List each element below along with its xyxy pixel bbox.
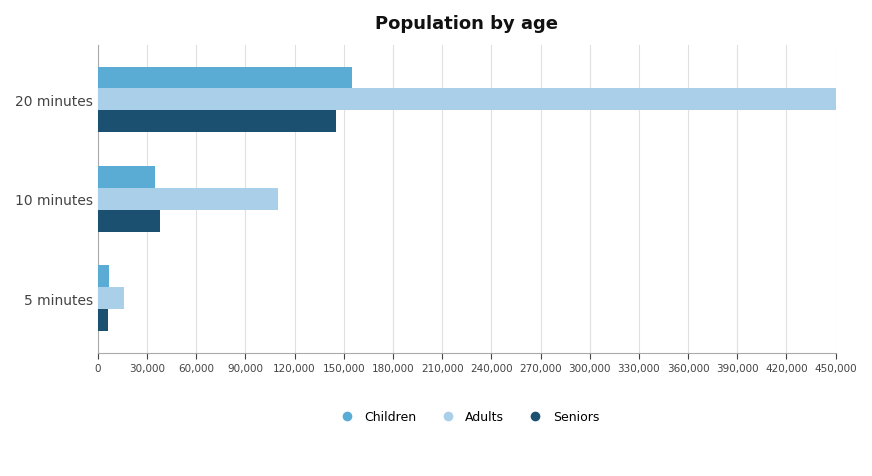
- Bar: [98, 89, 835, 111]
- Bar: [98, 68, 352, 89]
- Bar: [98, 111, 336, 133]
- Bar: [98, 210, 160, 232]
- Bar: [98, 288, 124, 309]
- Legend: Children, Adults, Seniors: Children, Adults, Seniors: [330, 406, 604, 428]
- Bar: [98, 309, 108, 331]
- Bar: [98, 167, 155, 188]
- Bar: [98, 266, 109, 288]
- Bar: [98, 188, 278, 210]
- Title: Population by age: Population by age: [375, 15, 558, 33]
